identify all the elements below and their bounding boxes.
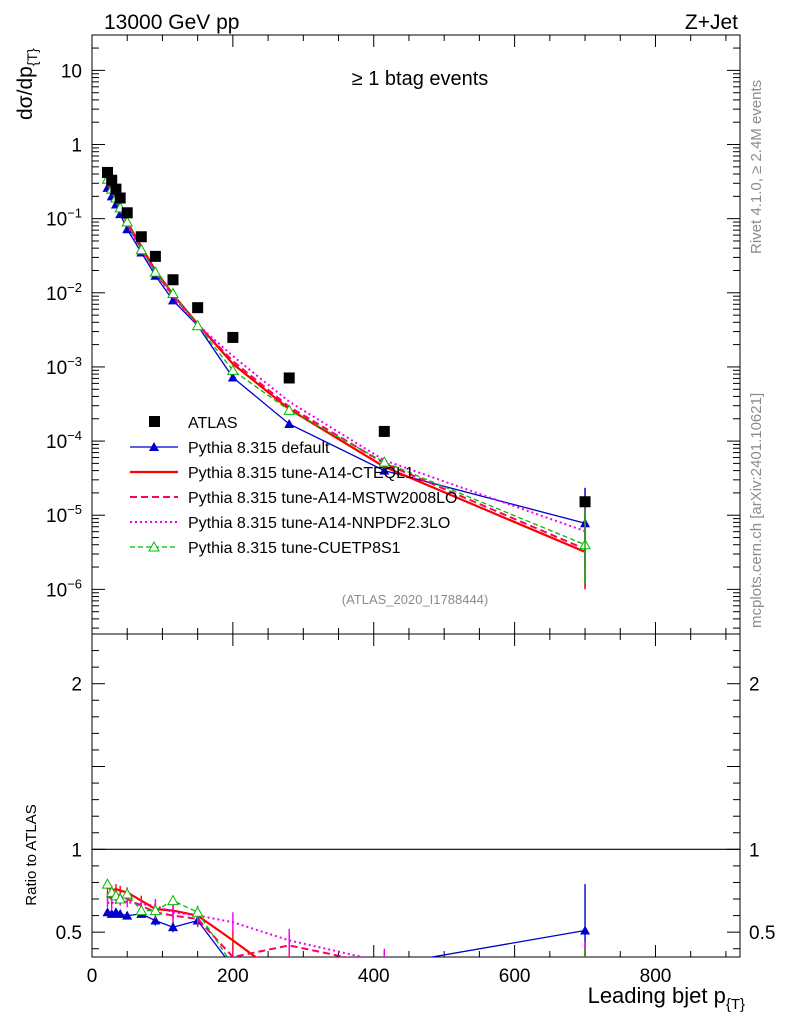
series-marker-0 [284,418,295,428]
ratio-marker-0 [284,970,294,979]
ratio-marker-0 [580,925,591,935]
ratio-marker-4 [191,906,204,917]
series-marker-4 [191,319,204,331]
ratio-marker-4 [149,904,162,916]
ratio-marker-4 [101,878,114,889]
data-point [378,425,390,437]
y-axis-label: dσ/dp [14,66,37,120]
legend-marker-atlas [149,416,160,427]
analysis-id: (ATLAS_2020_I1788444) [342,592,488,607]
ratio-tick-label: 2 [71,675,82,696]
x-tick-label: 0 [87,966,98,987]
legend-label-0: Pythia 8.315 default [188,440,330,457]
svg-text:dσ/dp{T}: dσ/dp{T} [14,48,40,120]
series-marker-4 [227,364,239,375]
legend-marker-0 [149,442,159,451]
ratio-tick-label-right: 0.5 [749,923,775,944]
ratio-tick-label: 1 [71,840,82,861]
x-tick-label: 200 [217,966,249,987]
x-tick-label: 400 [358,966,390,987]
data-point [110,183,122,195]
x-tick-label: 800 [640,966,672,987]
series-marker-0 [168,295,178,305]
ratio-tick-label: 0.5 [56,923,82,944]
legend-label-3: Pythia 8.315 tune-A14-NNPDF2.3LO [188,515,450,532]
legend-label-atlas: ATLAS [188,415,238,432]
series-marker-4 [283,404,296,415]
data-point [106,174,118,186]
series-marker-4 [121,216,134,227]
side-text-rivet: Rivet 4.1.0, ≥ 2.4M events [748,80,765,254]
data-point [121,207,133,219]
series-marker-4 [149,266,162,277]
ratio-line-3 [107,897,367,957]
series-marker-0 [379,465,390,475]
ratio-tick-label-right: 2 [749,675,760,696]
ratio-marker-4 [284,974,294,983]
y-tick-label: 10 [61,61,82,82]
y-tick-label: 10−2 [46,280,82,305]
y-tick-label: 1 [71,136,82,157]
data-point [167,274,179,286]
top-left-label: 13000 GeV pp [104,11,239,34]
y-tick-label: 10−5 [46,502,82,527]
ratio-marker-4 [167,894,179,906]
data-point [283,372,295,384]
panel-title: ≥ 1 btag events [352,68,489,90]
svg-text:Leading bjet p{T}: Leading bjet p{T} [588,983,745,1013]
ratio-tick-label-right: 1 [749,840,760,861]
y-tick-label: 10−4 [46,428,82,453]
data-point [192,302,204,314]
ratio-axis-label: Ratio to ATLAS [23,804,40,905]
ratio-marker-0 [168,922,178,932]
data-point [579,496,591,508]
ratio-marker-4 [121,888,134,899]
ratio-marker-0 [115,908,126,918]
series-marker-4 [135,243,148,255]
y-tick-label: 10−3 [46,354,82,379]
x-axis-label: Leading bjet p [588,983,726,1008]
ratio-marker-4 [135,904,148,916]
x-tick-label: 600 [499,966,531,987]
data-point [114,192,126,204]
y-axis-label-sub: {T} [24,48,40,66]
ratio-marker-0 [122,910,133,920]
series-marker-4 [167,287,179,298]
y-tick-label: 10−6 [46,576,82,601]
data-point [135,231,147,243]
y-tick-label: 10−1 [46,206,82,231]
x-axis-label-sub: {T} [726,996,745,1013]
top-right-label: Z+Jet [685,11,738,34]
side-text-mcplots: mcplots.cern.ch [arXiv:2401.10621] [748,393,765,628]
legend-label-2: Pythia 8.315 tune-A14-MSTW2008LO [188,490,457,507]
ratio-plot-frame [91,633,741,958]
legend-marker-4 [148,540,160,552]
data-point [101,166,113,178]
data-point [227,331,239,343]
legend-label-4: Pythia 8.315 tune-CUETP8S1 [188,540,401,557]
series-marker-4 [378,456,391,467]
legend-label-1: Pythia 8.315 tune-A14-CTEQL1 [188,465,414,482]
series-marker-0 [227,372,238,382]
ratio-marker-0 [150,915,161,925]
data-point [149,250,161,262]
